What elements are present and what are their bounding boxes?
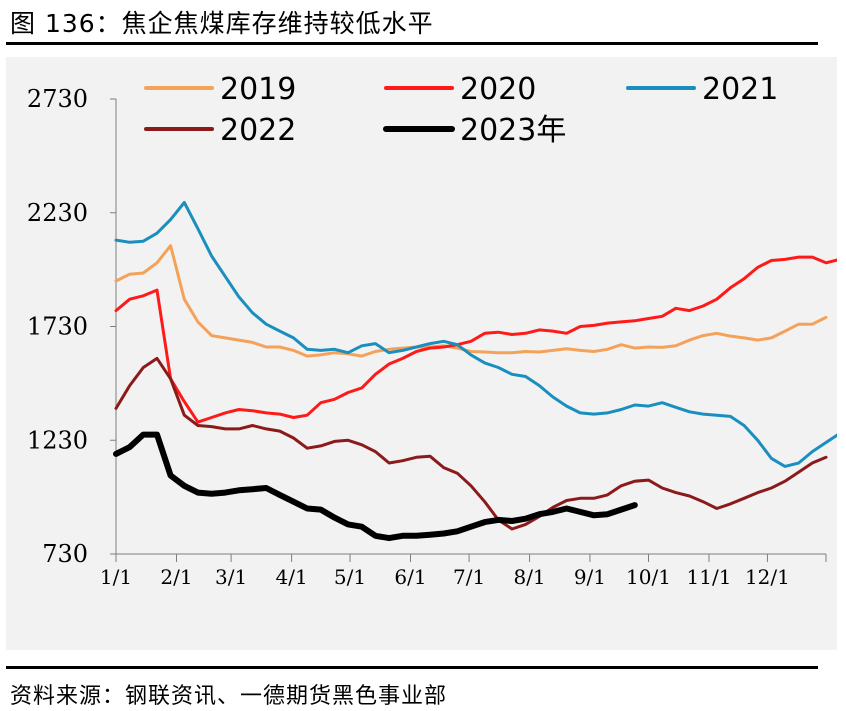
y-tick-label: 2230 <box>27 199 88 227</box>
series-line-2021 <box>114 201 837 468</box>
source-note: 资料来源：钢联资讯、一德期货黑色事业部 <box>10 684 448 709</box>
y-tick-label: 1730 <box>27 313 88 341</box>
y-tick-label: 1230 <box>27 426 88 454</box>
x-tick-label: 2/1 <box>160 565 192 589</box>
series-line-2022 <box>114 356 828 531</box>
chart-panel: 730 1230 1730 2230 2730 1/1 2/1 3/1 4/1 5/1 6/1 7/1… <box>6 57 837 650</box>
x-tick-label: 4/1 <box>275 565 307 589</box>
x-tick-label: 8/1 <box>513 565 545 589</box>
series-line-2020 <box>114 255 837 424</box>
x-tick-label: 10/1 <box>626 565 671 589</box>
y-tick-label: 730 <box>42 540 88 568</box>
x-tick-label: 11/1 <box>687 565 732 589</box>
y-tick-label: 2730 <box>27 85 88 113</box>
x-tick-label: 1/1 <box>100 565 132 589</box>
x-tick-label: 6/1 <box>394 565 426 589</box>
legend-label-2023年: 2023年 <box>460 113 566 148</box>
title-rule <box>6 42 818 45</box>
series-line-2019 <box>114 244 828 358</box>
figure-title: 图 136：焦企焦煤库存维持较低水平 <box>10 9 434 38</box>
legend-label-2019: 2019 <box>220 72 296 107</box>
series-line-2023年 <box>113 431 638 542</box>
line-chart: 730 1230 1730 2230 2730 1/1 2/1 3/1 4/1 5/1 6/1 7/1… <box>27 72 837 589</box>
source-rule <box>6 666 818 669</box>
x-tick-label: 3/1 <box>215 565 247 589</box>
x-tick-label: 9/1 <box>574 565 606 589</box>
x-tick-label: 12/1 <box>745 565 790 589</box>
legend-label-2020: 2020 <box>460 72 536 107</box>
x-tick-label: 7/1 <box>453 565 485 589</box>
legend-label-2022: 2022 <box>220 113 296 148</box>
legend-label-2021: 2021 <box>702 72 778 107</box>
x-tick-label: 5/1 <box>334 565 366 589</box>
